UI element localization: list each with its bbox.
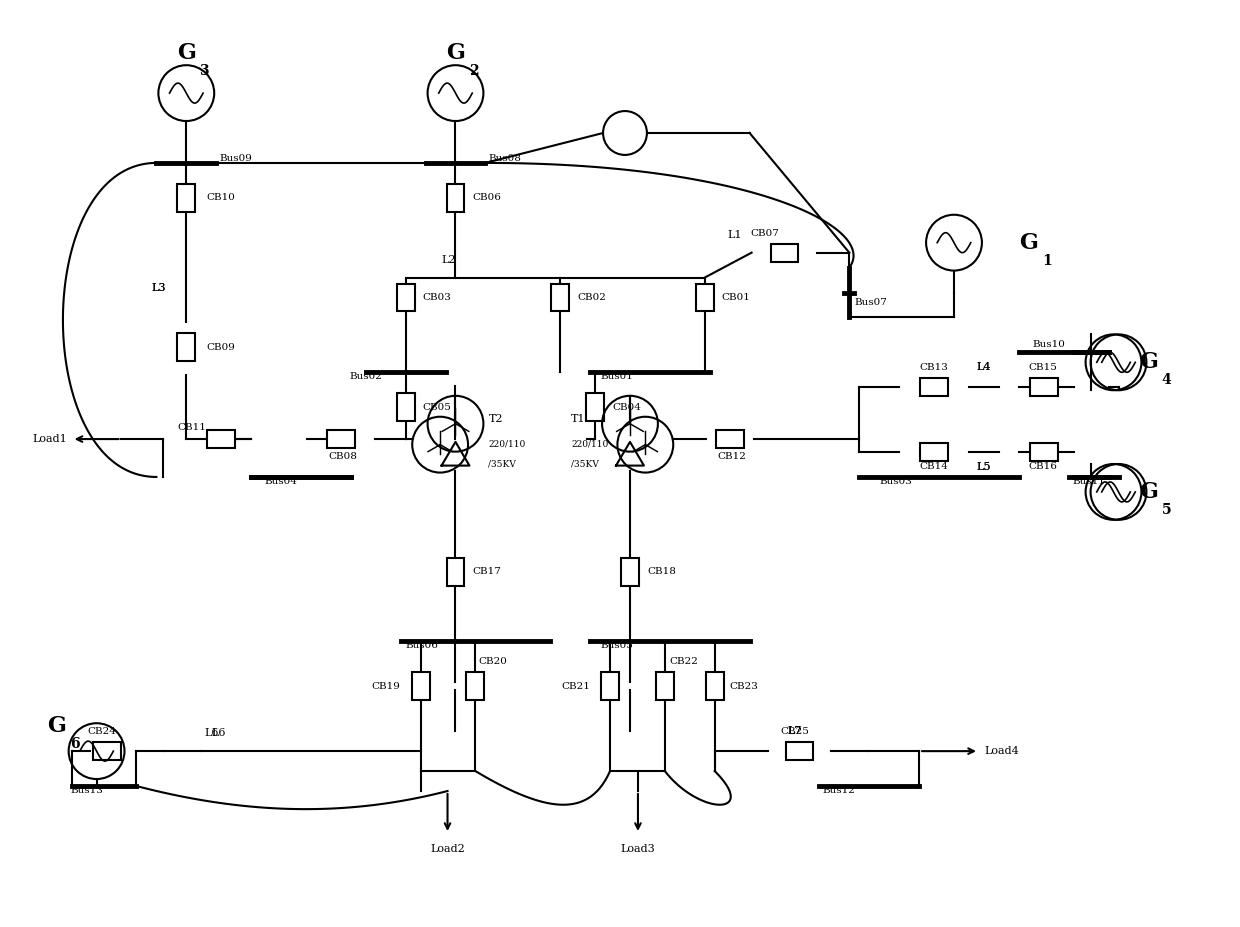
Text: CB01: CB01	[722, 293, 750, 302]
Text: L3: L3	[151, 283, 166, 293]
Bar	[397, 393, 414, 421]
Text: CB03: CB03	[423, 293, 451, 302]
Bar	[207, 430, 236, 448]
Text: G: G	[446, 43, 465, 64]
Text: CB25: CB25	[780, 727, 808, 736]
Bar	[785, 743, 813, 760]
Text: L1: L1	[728, 230, 742, 240]
Bar	[446, 184, 465, 211]
Text: L3: L3	[151, 283, 166, 293]
Text: CB02: CB02	[577, 293, 606, 302]
Bar	[920, 378, 949, 396]
Text: CB14: CB14	[919, 462, 947, 471]
Text: CB11: CB11	[177, 423, 206, 432]
Bar	[177, 184, 195, 211]
Text: L7: L7	[787, 726, 802, 736]
Text: 1: 1	[1042, 254, 1052, 268]
Text: Bus07: Bus07	[854, 298, 887, 308]
Text: L7: L7	[787, 726, 802, 736]
Bar	[93, 743, 120, 760]
Bar	[397, 284, 414, 311]
Text: CB17: CB17	[472, 567, 501, 577]
Text: Bus08: Bus08	[489, 154, 521, 163]
Text: L2: L2	[441, 255, 455, 264]
Text: CB08: CB08	[329, 452, 358, 461]
Text: /35KV: /35KV	[572, 460, 599, 468]
Text: L4: L4	[977, 362, 991, 373]
Text: CB09: CB09	[206, 343, 236, 352]
Text: Bus09: Bus09	[219, 154, 252, 163]
Text: L6: L6	[211, 729, 226, 738]
Text: 4: 4	[1162, 374, 1172, 387]
Text: CB12: CB12	[718, 452, 746, 461]
Bar	[706, 672, 724, 700]
Text: Bus05: Bus05	[600, 641, 632, 651]
Bar	[412, 672, 429, 700]
Text: 220/110: 220/110	[489, 439, 526, 449]
Text: CB15: CB15	[1029, 363, 1058, 373]
Text: CB16: CB16	[1029, 462, 1058, 471]
Text: 6: 6	[69, 737, 79, 751]
Text: Load3: Load3	[620, 844, 655, 854]
Text: Bus12: Bus12	[823, 786, 856, 795]
Text: T1: T1	[572, 414, 585, 425]
Text: CB06: CB06	[472, 194, 501, 202]
Text: CB23: CB23	[729, 682, 759, 691]
Text: 5: 5	[1162, 502, 1171, 517]
Text: A: A	[620, 126, 630, 139]
Bar	[621, 558, 639, 586]
Bar	[1029, 443, 1058, 461]
Text: L6: L6	[203, 729, 218, 738]
Text: Bus13: Bus13	[71, 786, 103, 795]
Bar	[696, 284, 714, 311]
Text: CB10: CB10	[206, 194, 236, 202]
Bar	[715, 430, 744, 448]
Text: L5: L5	[977, 462, 991, 472]
Text: CB20: CB20	[479, 657, 507, 667]
Bar	[466, 672, 485, 700]
Text: CB18: CB18	[647, 567, 676, 577]
Text: G: G	[177, 43, 196, 64]
Text: /35KV: /35KV	[489, 460, 516, 468]
Text: Bus04: Bus04	[264, 477, 298, 486]
Text: G: G	[1019, 232, 1038, 254]
Text: CB24: CB24	[87, 727, 117, 736]
Text: Bus10: Bus10	[1032, 340, 1065, 349]
Text: 3: 3	[200, 64, 210, 78]
Text: Load4: Load4	[983, 746, 1018, 756]
Bar	[770, 244, 799, 261]
Bar	[327, 430, 355, 448]
Text: G: G	[1140, 481, 1158, 503]
Bar	[601, 672, 619, 700]
Bar	[552, 284, 569, 311]
Text: G: G	[1140, 351, 1158, 374]
Bar	[656, 672, 673, 700]
Text: L5: L5	[977, 462, 991, 472]
Text: 2: 2	[469, 64, 479, 78]
Circle shape	[603, 111, 647, 155]
Text: T2: T2	[489, 414, 503, 425]
Text: Bus06: Bus06	[405, 641, 439, 651]
Text: CB21: CB21	[562, 682, 590, 691]
Bar	[446, 558, 465, 586]
Text: CB19: CB19	[372, 682, 401, 691]
Bar	[587, 393, 604, 421]
Text: L4: L4	[977, 362, 991, 373]
Text: Load1: Load1	[32, 434, 67, 444]
Bar	[177, 334, 195, 362]
Text: Bus02: Bus02	[350, 373, 382, 381]
Text: G: G	[47, 716, 66, 737]
Text: Load2: Load2	[430, 844, 465, 854]
Text: CB05: CB05	[423, 402, 451, 412]
Text: 220/110: 220/110	[572, 439, 609, 449]
Bar	[1029, 378, 1058, 396]
Text: Bus03: Bus03	[879, 477, 913, 486]
Text: CB04: CB04	[613, 402, 641, 412]
Text: CB22: CB22	[670, 657, 698, 667]
Text: CB13: CB13	[919, 363, 947, 373]
Text: Bus11: Bus11	[1073, 477, 1105, 486]
Text: Bus01: Bus01	[600, 373, 632, 381]
Bar	[920, 443, 949, 461]
Text: CB07: CB07	[750, 229, 779, 237]
